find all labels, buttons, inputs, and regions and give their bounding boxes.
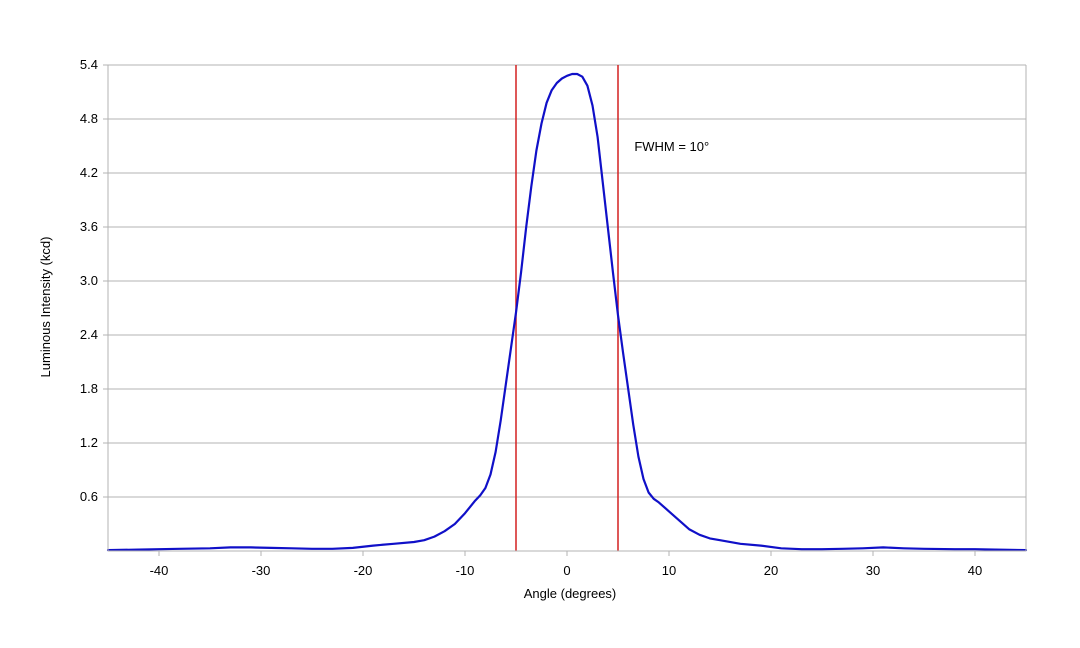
gridlines: [108, 64, 1026, 498]
y-tick-label: 3.6: [80, 219, 98, 234]
y-tick-label: 4.2: [80, 165, 98, 180]
axes: [103, 64, 1027, 556]
x-tick-label: -40: [150, 563, 169, 578]
x-tick-label: 0: [563, 563, 570, 578]
y-tick-label: 0.6: [80, 489, 98, 504]
y-tick-label: 1.8: [80, 381, 98, 396]
x-tick-label: -30: [252, 563, 271, 578]
y-tick-label: 3.0: [80, 273, 98, 288]
x-tick-label: -10: [456, 563, 475, 578]
tick-labels: 0.6 1.2 1.8 2.4 3.0 3.6 4.2 4.8 5.4 -40 -30 -20 -10 0…: [80, 57, 982, 578]
fwhm-annotation: FWHM = 10°: [634, 139, 709, 154]
series-layer: [106, 72, 1028, 552]
x-axis-title: Angle (degrees): [524, 586, 617, 601]
y-tick-label: 2.4: [80, 327, 98, 342]
y-axis-title: Luminous Intensity (kcd): [38, 237, 53, 378]
y-tick-label: 5.4: [80, 57, 98, 72]
x-tick-label: -20: [354, 563, 373, 578]
x-tick-label: 10: [662, 563, 676, 578]
x-tick-label: 40: [968, 563, 982, 578]
x-tick-label: 20: [764, 563, 778, 578]
intensity-curve: [106, 72, 1028, 552]
y-tick-label: 1.2: [80, 435, 98, 450]
x-tick-label: 30: [866, 563, 880, 578]
y-tick-label: 4.8: [80, 111, 98, 126]
annotations: FWHM = 10°: [634, 139, 709, 154]
